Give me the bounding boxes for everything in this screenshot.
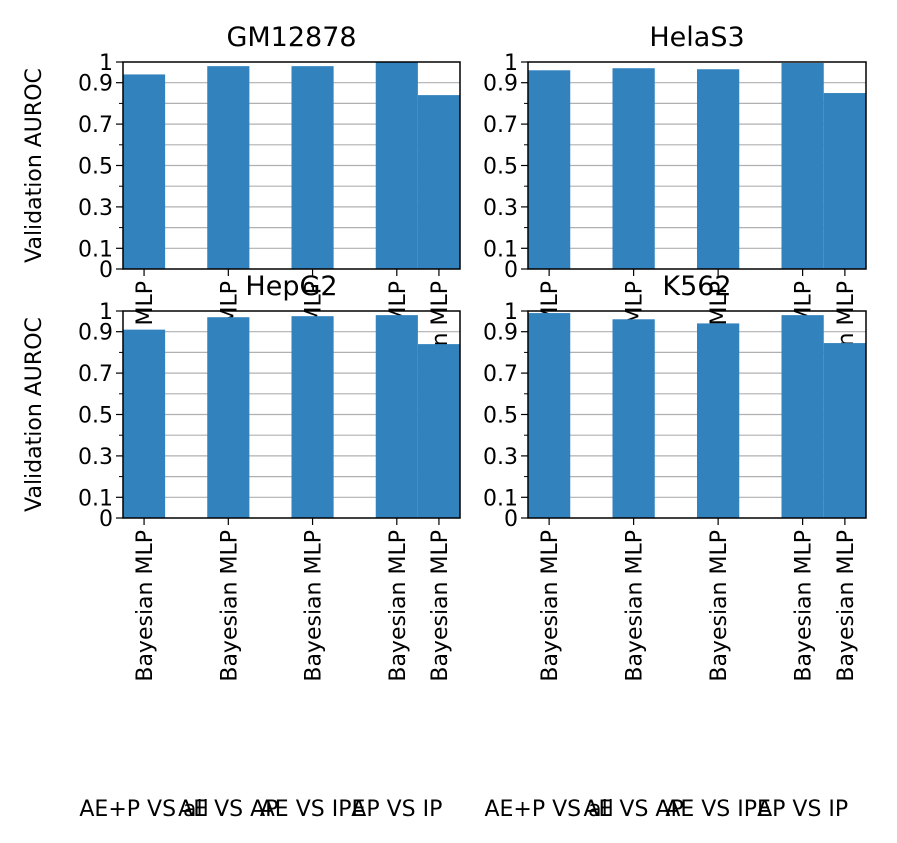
bar [823,93,866,269]
panel-k562: 00.1 0.3 0.5 0.7 0.91 Bayesian MLP Bayesian ML… [483,271,867,682]
group-label: AE VS AP [178,797,278,822]
x-tick-label: Bayesian MLP [623,530,648,682]
bar [823,343,866,518]
x-tick-label: Bayesian MLP [302,530,327,682]
panel-title: HepG2 [245,271,337,302]
bar [528,70,571,269]
y-tick-label: 1 [504,51,518,76]
y-tick-label: 0.3 [483,445,518,470]
y-tick-label: 0.5 [483,155,518,180]
bar [123,329,166,518]
y-tick-label: 0.7 [483,362,518,387]
bar [207,317,250,518]
group-label: AP VS IP [757,797,848,822]
y-axis-label: Validation AUROC [22,317,47,512]
bar [528,313,571,518]
y-tick-label: 0 [99,258,113,283]
y-tick-label: 0.9 [78,321,113,346]
bar [123,74,166,269]
y-tick-label: 0.7 [78,362,113,387]
bar [612,68,655,270]
x-tick-label: Bayesian MLP [133,530,158,682]
x-tick-label: Bayesian MLP [707,530,732,682]
y-tick-label: 1 [99,51,113,76]
panel-title: GM12878 [226,22,356,53]
y-tick-label: 0 [99,507,113,532]
bar [375,62,418,269]
y-tick-label: 0.3 [78,196,113,221]
bar [291,316,334,518]
panel-title: HelaS3 [649,22,744,53]
y-tick-label: 0.5 [78,155,113,180]
y-tick-label: 0 [504,258,518,283]
x-tick-label: Bayesian MLP [834,530,859,682]
y-tick-label: 1 [504,300,518,325]
bar [417,344,460,518]
bar [612,319,655,518]
y-axis-label: Validation AUROC [22,68,47,263]
y-tick-label: 0.9 [78,72,113,97]
y-tick-label: 0.1 [483,486,518,511]
y-tick-label: 0.3 [78,445,113,470]
x-tick-label: Bayesian MLP [386,530,411,682]
y-tick-label: 0.3 [483,196,518,221]
group-label: AE VS IPE [665,797,771,822]
y-tick-label: 0.1 [78,486,113,511]
bar [291,66,334,269]
y-tick-label: 0.1 [483,237,518,262]
y-tick-label: 0 [504,507,518,532]
panel-title: K562 [662,271,731,302]
y-tick-label: 0.7 [483,113,518,138]
y-tick-label: 0.1 [78,237,113,262]
bar [375,315,418,518]
group-label: AE+P VS all [79,797,208,822]
x-tick-label: Bayesian MLP [217,530,242,682]
bar [697,69,740,270]
bar [781,63,824,269]
y-tick-label: 0.5 [483,404,518,429]
bar [697,323,740,518]
x-tick-label: Bayesian MLP [792,530,817,682]
group-label: AE VS AP [583,797,683,822]
group-label: AP VS IP [351,797,442,822]
y-tick-label: 0.5 [78,404,113,429]
group-label: AE VS IPE [260,797,366,822]
bar [417,95,460,270]
panel-hepg2: 00.1 0.3 0.5 0.7 0.91 Bayesian MLP Bayesian ML… [22,271,461,682]
y-tick-label: 0.7 [78,113,113,138]
bar [207,66,250,269]
group-label: AE+P VS all [484,797,613,822]
x-tick-label: Bayesian MLP [428,530,453,682]
y-tick-label: 0.9 [483,72,518,97]
y-tick-label: 1 [99,300,113,325]
y-tick-label: 0.9 [483,321,518,346]
x-tick-label: Bayesian MLP [538,530,563,682]
bar [781,315,824,518]
